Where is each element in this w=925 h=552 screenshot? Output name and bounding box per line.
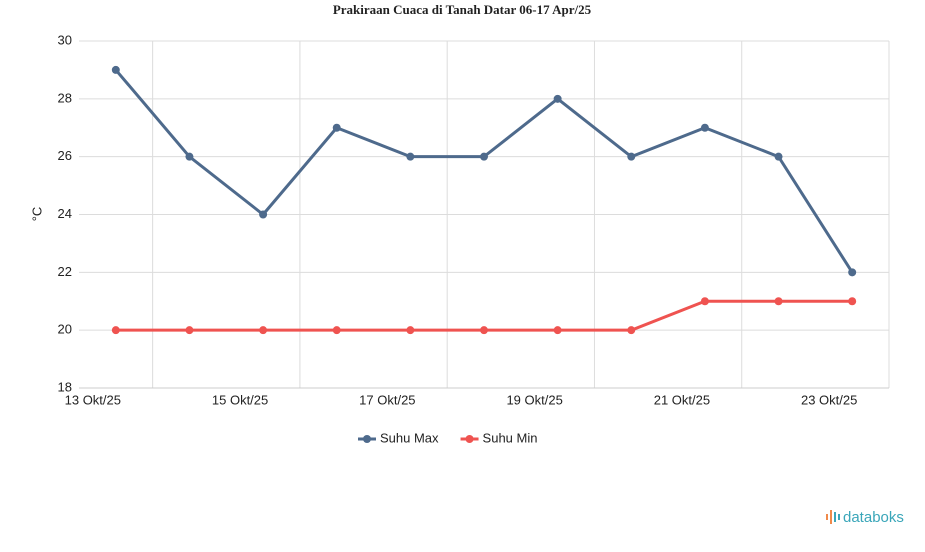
data-point bbox=[185, 326, 194, 335]
data-point bbox=[700, 123, 709, 132]
x-tick-label: 19 Okt/25 bbox=[506, 392, 562, 407]
legend-marker bbox=[465, 435, 474, 443]
data-point bbox=[332, 326, 341, 335]
logo bbox=[826, 510, 840, 524]
x-tick-label: 13 Okt/25 bbox=[65, 392, 121, 407]
y-tick-label: 20 bbox=[58, 322, 72, 337]
data-point bbox=[259, 210, 268, 219]
data-point bbox=[332, 123, 341, 132]
data-point bbox=[480, 326, 488, 335]
y-axis-label: °C bbox=[29, 207, 44, 222]
brand: databoks bbox=[843, 509, 904, 526]
legend-label: Suhu Min bbox=[483, 430, 538, 445]
data-point bbox=[406, 326, 415, 335]
data-point bbox=[774, 152, 783, 161]
data-point bbox=[185, 152, 194, 161]
data-point bbox=[406, 152, 415, 161]
data-point bbox=[553, 326, 562, 335]
data-point bbox=[700, 297, 709, 306]
y-tick-label: 28 bbox=[58, 90, 72, 105]
x-tick-label: 17 Okt/25 bbox=[359, 392, 415, 407]
y-tick-label: 30 bbox=[58, 32, 72, 47]
data-point bbox=[553, 94, 562, 103]
x-tick-label: 21 Okt/25 bbox=[654, 392, 710, 407]
data-point bbox=[111, 65, 120, 74]
data-point bbox=[480, 152, 488, 161]
x-tick-label: 23 Okt/25 bbox=[801, 392, 857, 407]
data-point bbox=[848, 297, 857, 306]
data-point bbox=[848, 268, 857, 277]
data-point bbox=[774, 297, 783, 306]
chart-title: Prakiraan Cuaca di Tanah Datar 06-17 Apr… bbox=[333, 2, 592, 17]
x-tick-label: 15 Okt/25 bbox=[212, 392, 268, 407]
data-point bbox=[259, 326, 268, 335]
y-tick-label: 22 bbox=[58, 264, 72, 279]
data-point bbox=[627, 326, 636, 335]
y-tick-label: 24 bbox=[58, 206, 72, 221]
y-tick-label: 18 bbox=[58, 379, 72, 394]
data-point bbox=[627, 152, 636, 161]
data-point bbox=[111, 326, 120, 335]
legend-label: Suhu Max bbox=[380, 430, 439, 445]
y-tick-label: 26 bbox=[58, 148, 72, 163]
legend-marker bbox=[363, 435, 371, 443]
